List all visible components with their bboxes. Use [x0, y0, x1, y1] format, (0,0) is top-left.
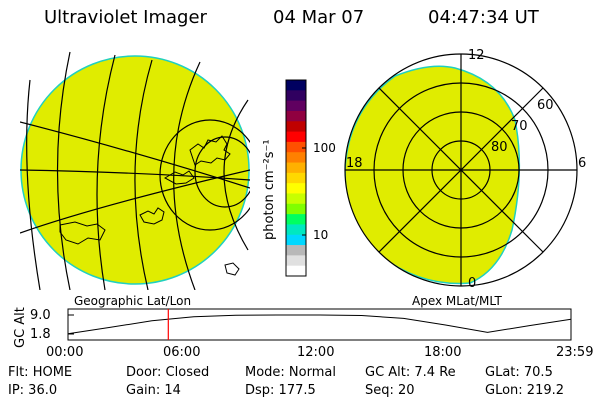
altitude-y-label: GC Alt — [13, 307, 28, 348]
altitude-y-tick-low: 1.8 — [30, 327, 51, 342]
status-dsp: Dsp: 177.5 — [245, 383, 316, 398]
geographic-map-caption: Geographic Lat/Lon — [74, 294, 192, 308]
status-glat: GLat: 70.5 — [485, 365, 553, 380]
geo-grid-line — [56, 51, 71, 290]
geo-grid-line — [96, 54, 116, 290]
colorbar-color-strip — [286, 203, 306, 215]
colorbar-tick-label-10: 10 — [313, 228, 329, 242]
colorbar-color-strip — [286, 80, 306, 91]
mlt-label-18: 18 — [346, 156, 363, 171]
geo-coastline — [163, 170, 195, 185]
altitude-y-tick-high: 9.0 — [30, 308, 51, 323]
geo-grid-line — [20, 169, 250, 181]
status-gc-altitude: GC Alt: 7.4 Re — [365, 365, 456, 380]
colorbar-color-strip — [286, 183, 306, 195]
geo-coastline — [139, 207, 165, 225]
geo-grid-line — [223, 99, 249, 251]
colorbar-color-strip — [286, 110, 306, 122]
status-ip: IP: 36.0 — [8, 383, 58, 398]
status-glon: GLon: 219.2 — [485, 383, 565, 398]
geo-coastline — [224, 262, 240, 276]
status-gain: Gain: 14 — [126, 383, 181, 398]
altitude-x-tick-1800: 18:00 — [424, 345, 462, 360]
status-flight: Flt: HOME — [8, 365, 73, 380]
status-seq: Seq: 20 — [365, 383, 415, 398]
colorbar-frame — [285, 79, 307, 277]
apex-map-caption: Apex MLat/MLT — [412, 294, 502, 308]
colorbar-color-strip — [286, 214, 306, 226]
colorbar-color-strip — [286, 265, 306, 277]
altitude-plot-frame — [67, 308, 572, 341]
mlat-label-70: 70 — [511, 119, 528, 134]
observation-time: 04:47:34 UT — [428, 7, 539, 28]
geo-coastline — [59, 221, 106, 245]
colorbar-gradient — [286, 80, 306, 277]
geo-grid-line — [20, 121, 250, 189]
colorbar-color-strip — [286, 162, 306, 174]
colorbar-tick-label-100: 100 — [313, 141, 336, 155]
colorbar-color-strip — [286, 193, 306, 205]
colorbar-color-strip — [286, 141, 306, 153]
colorbar-color-strip — [286, 224, 306, 236]
mlt-label-6: 6 — [578, 156, 587, 171]
geo-grid-line — [20, 169, 250, 234]
mlt-label-0: 0 — [468, 276, 477, 291]
status-door: Door: Closed — [126, 365, 210, 380]
altitude-x-tick-0600: 06:00 — [163, 345, 201, 360]
mlt-label-12: 12 — [468, 48, 485, 63]
mlat-label-80: 80 — [491, 140, 508, 155]
colorbar-color-strip — [286, 152, 306, 164]
instrument-title: Ultraviolet Imager — [44, 7, 207, 28]
colorbar-color-strip — [286, 245, 306, 256]
colorbar-color-strip — [286, 131, 306, 143]
colorbar-color-strip — [286, 100, 306, 112]
mlt-meridian-diag — [378, 87, 544, 253]
colorbar-color-strip — [286, 234, 306, 246]
geo-coastline — [189, 135, 231, 166]
geo-grid-line — [26, 79, 41, 290]
geo-grid-line — [159, 119, 250, 231]
status-mode: Mode: Normal — [245, 365, 336, 380]
geo-grid-line — [134, 59, 153, 290]
altitude-series-line — [67, 314, 572, 335]
colorbar-color-strip — [286, 255, 306, 267]
altitude-x-tick-1200: 12:00 — [297, 345, 335, 360]
colorbar-color-strip — [286, 90, 306, 102]
observation-date: 04 Mar 07 — [273, 7, 365, 28]
colorbar-color-strip — [286, 172, 306, 184]
altitude-x-tick-0000: 00:00 — [46, 345, 84, 360]
colorbar-color-strip — [286, 121, 306, 133]
geo-grid-line — [194, 136, 250, 208]
mlat-label-60: 60 — [537, 98, 554, 113]
altitude-x-tick-2359: 23:59 — [556, 345, 594, 360]
